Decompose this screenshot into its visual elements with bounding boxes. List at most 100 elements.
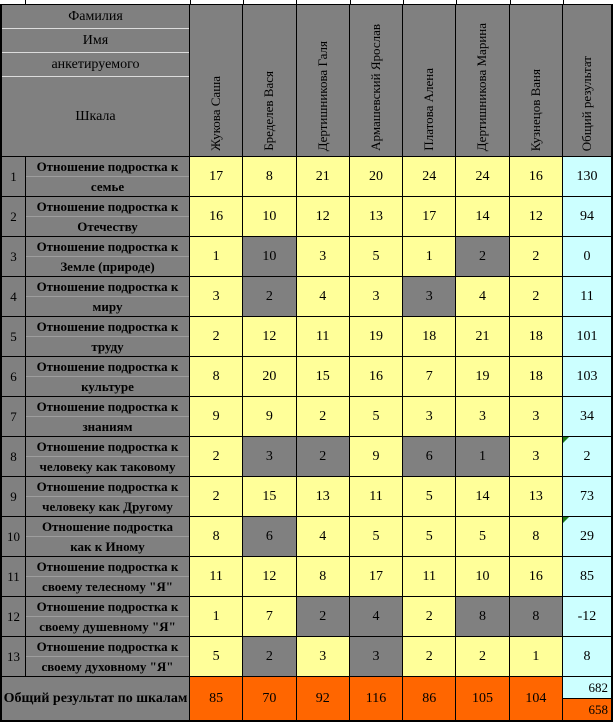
- value-cell[interactable]: 7: [243, 597, 297, 636]
- value-cell[interactable]: 17: [403, 197, 457, 236]
- value-cell[interactable]: 18: [403, 317, 457, 356]
- row-number-cell[interactable]: 7: [2, 397, 26, 436]
- value-cell[interactable]: 16: [190, 197, 244, 236]
- value-cell[interactable]: 16: [349, 357, 404, 396]
- value-cell[interactable]: 16: [509, 157, 563, 196]
- value-cell[interactable]: 5: [456, 517, 510, 556]
- value-cell[interactable]: 4: [296, 277, 350, 316]
- scale-label-cell[interactable]: Отношение подростка к своему душевному "Я…: [26, 597, 190, 636]
- value-cell[interactable]: 17: [190, 157, 244, 196]
- value-cell[interactable]: 20: [349, 157, 404, 196]
- footer-value-cell[interactable]: 86: [403, 677, 457, 720]
- total-cell[interactable]: 94: [562, 197, 611, 236]
- footer-value-cell[interactable]: 92: [296, 677, 350, 720]
- value-cell[interactable]: 13: [509, 477, 563, 516]
- value-cell[interactable]: 14: [456, 197, 510, 236]
- person-header-cell[interactable]: Дертишникова Галя: [296, 5, 350, 156]
- row-number-cell[interactable]: 5: [2, 317, 26, 356]
- value-cell[interactable]: 3: [403, 397, 457, 436]
- value-cell[interactable]: 1: [509, 637, 563, 676]
- value-cell[interactable]: 4: [296, 517, 350, 556]
- value-cell[interactable]: 2: [296, 397, 350, 436]
- value-cell[interactable]: 2: [403, 637, 457, 676]
- value-cell[interactable]: 1: [190, 597, 244, 636]
- value-cell[interactable]: 5: [190, 637, 244, 676]
- footer-value-cell[interactable]: 70: [243, 677, 297, 720]
- total-column-header-cell[interactable]: Общий результат: [563, 5, 611, 156]
- footer-value-cell[interactable]: 104: [509, 677, 563, 720]
- value-cell[interactable]: 2: [296, 437, 350, 476]
- row-number-cell[interactable]: 9: [2, 477, 26, 516]
- value-cell[interactable]: 18: [509, 357, 563, 396]
- person-header-cell[interactable]: Армашевский Ярослав: [349, 5, 404, 156]
- value-cell[interactable]: 8: [509, 517, 563, 556]
- scale-label-cell[interactable]: Отношение подростка к своему телесному "Я…: [26, 557, 190, 596]
- total-cell[interactable]: 2: [562, 437, 611, 476]
- scale-label-cell[interactable]: Отношение подростка к человеку как таково…: [26, 437, 190, 476]
- total-cell[interactable]: 0: [562, 237, 611, 276]
- value-cell[interactable]: 12: [296, 197, 350, 236]
- value-cell[interactable]: 11: [403, 557, 457, 596]
- value-cell[interactable]: 5: [349, 517, 404, 556]
- footer-label-cell[interactable]: Общий результат по шкалам: [2, 677, 190, 720]
- respondent-header-cell[interactable]: анкетируемого: [2, 53, 189, 77]
- value-cell[interactable]: 18: [509, 317, 563, 356]
- value-cell[interactable]: 11: [190, 557, 244, 596]
- scale-label-cell[interactable]: Отношение подростка к знаниям: [26, 397, 190, 436]
- value-cell[interactable]: 8: [509, 597, 563, 636]
- value-cell[interactable]: 12: [509, 197, 563, 236]
- value-cell[interactable]: 3: [296, 637, 350, 676]
- person-header-cell[interactable]: Дертишникова Марина: [456, 5, 510, 156]
- value-cell[interactable]: 5: [403, 517, 457, 556]
- person-header-cell[interactable]: Жукова Саша: [190, 5, 244, 156]
- value-cell[interactable]: 8: [190, 517, 244, 556]
- scale-label-cell[interactable]: Отношение подростка к труду: [26, 317, 190, 356]
- total-cell[interactable]: -12: [562, 597, 611, 636]
- value-cell[interactable]: 1: [403, 237, 457, 276]
- value-cell[interactable]: 2: [190, 437, 244, 476]
- value-cell[interactable]: 21: [296, 157, 350, 196]
- value-cell[interactable]: 21: [456, 317, 510, 356]
- row-number-cell[interactable]: 2: [2, 197, 26, 236]
- value-cell[interactable]: 8: [296, 557, 350, 596]
- scale-label-cell[interactable]: Отношение подростка к Земле (природе): [26, 237, 190, 276]
- grand-total-bottom-cell[interactable]: 658: [563, 699, 611, 720]
- total-cell[interactable]: 29: [562, 517, 611, 556]
- total-cell[interactable]: 8: [562, 637, 611, 676]
- value-cell[interactable]: 2: [243, 637, 297, 676]
- person-header-cell[interactable]: Платова Алена: [403, 5, 457, 156]
- value-cell[interactable]: 3: [190, 277, 244, 316]
- total-cell[interactable]: 130: [562, 157, 611, 196]
- value-cell[interactable]: 8: [243, 157, 297, 196]
- row-number-cell[interactable]: 8: [2, 437, 26, 476]
- scale-label-cell[interactable]: Отношение подростка к культуре: [26, 357, 190, 396]
- value-cell[interactable]: 17: [349, 557, 404, 596]
- footer-value-cell[interactable]: 85: [190, 677, 244, 720]
- value-cell[interactable]: 6: [243, 517, 297, 556]
- value-cell[interactable]: 1: [190, 237, 244, 276]
- person-header-cell[interactable]: Бределев Вася: [243, 5, 297, 156]
- value-cell[interactable]: 10: [243, 237, 297, 276]
- row-number-cell[interactable]: 3: [2, 237, 26, 276]
- value-cell[interactable]: 3: [456, 397, 510, 436]
- value-cell[interactable]: 1: [456, 437, 510, 476]
- row-number-cell[interactable]: 11: [2, 557, 26, 596]
- value-cell[interactable]: 2: [296, 597, 350, 636]
- value-cell[interactable]: 6: [403, 437, 457, 476]
- value-cell[interactable]: 14: [456, 477, 510, 516]
- value-cell[interactable]: 16: [509, 557, 563, 596]
- value-cell[interactable]: 2: [509, 277, 563, 316]
- value-cell[interactable]: 2: [403, 597, 457, 636]
- value-cell[interactable]: 13: [296, 477, 350, 516]
- scale-label-cell[interactable]: Отношение подростка к семье: [26, 157, 190, 196]
- value-cell[interactable]: 10: [456, 557, 510, 596]
- value-cell[interactable]: 10: [243, 197, 297, 236]
- value-cell[interactable]: 3: [509, 437, 563, 476]
- value-cell[interactable]: 24: [403, 157, 457, 196]
- value-cell[interactable]: 9: [243, 397, 297, 436]
- value-cell[interactable]: 12: [243, 317, 297, 356]
- value-cell[interactable]: 5: [349, 237, 404, 276]
- value-cell[interactable]: 3: [349, 277, 404, 316]
- row-number-cell[interactable]: 12: [2, 597, 26, 636]
- value-cell[interactable]: 3: [243, 437, 297, 476]
